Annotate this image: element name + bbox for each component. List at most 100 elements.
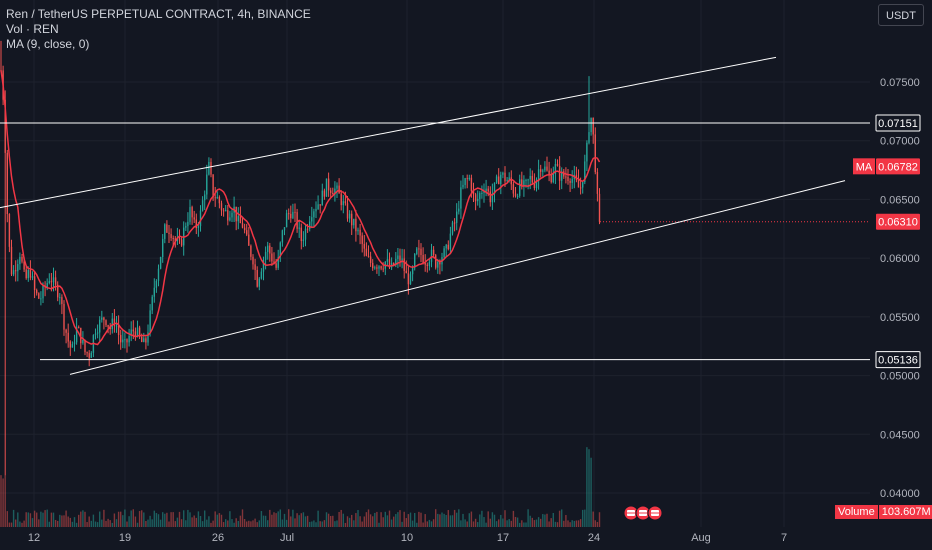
volume-bar xyxy=(388,510,391,527)
volume-bar xyxy=(561,509,563,527)
candle-body xyxy=(153,287,155,297)
price-axis[interactable]: 0.07500 0.07000 0.06500 0.06000 0.05500 0.050… xyxy=(870,0,932,550)
volume-bar xyxy=(193,515,195,527)
time-tick-label: 7 xyxy=(781,532,787,544)
volume-bar xyxy=(376,511,378,527)
volume-bar xyxy=(393,516,395,527)
candle-body xyxy=(283,227,286,231)
volume-bar xyxy=(86,522,88,527)
candle-body xyxy=(550,174,552,183)
candle-body xyxy=(435,255,437,268)
symbol-title[interactable]: Ren / TetherUS PERPETUAL CONTRACT, 4h, B… xyxy=(6,7,311,21)
price-tick-label: 0.05500 xyxy=(880,312,920,324)
volume-bar xyxy=(134,516,137,527)
candle-body xyxy=(540,169,542,172)
volume-bar xyxy=(281,519,284,527)
volume-bar xyxy=(378,522,380,527)
candle-body xyxy=(292,211,294,219)
candle-body xyxy=(346,203,349,219)
volume-bar xyxy=(346,516,349,527)
volume-bar xyxy=(319,521,321,527)
candle-body xyxy=(414,253,416,269)
volume-bar xyxy=(510,520,512,527)
candle-body xyxy=(443,248,445,258)
event-flag-icon[interactable] xyxy=(623,505,639,521)
volume-bar xyxy=(380,512,382,527)
ma-label-tag: MA xyxy=(856,161,873,173)
volume-bar xyxy=(519,522,521,527)
channel-upper-line[interactable] xyxy=(0,56,777,209)
volume-bar xyxy=(334,521,336,527)
event-flag-icon[interactable] xyxy=(635,505,651,521)
candle-body xyxy=(388,259,391,268)
candle-body xyxy=(105,320,107,326)
volume-bar xyxy=(241,509,244,527)
price-axis-bg xyxy=(870,0,932,550)
candle-body xyxy=(596,172,599,194)
volume-bar xyxy=(229,511,231,527)
volume-bar xyxy=(325,512,328,527)
volume-bar xyxy=(92,514,95,527)
volume-bar xyxy=(15,519,17,527)
channel-lower-line[interactable] xyxy=(69,180,846,375)
volume-bar xyxy=(458,509,460,527)
candle-body xyxy=(542,170,544,172)
candle-body xyxy=(46,283,48,288)
ma-indicator-label[interactable]: MA (9, close, 0) xyxy=(6,37,90,51)
candle-body xyxy=(204,194,206,201)
time-axis[interactable]: 12 19 26 Jul 10 17 24 Aug 7 xyxy=(0,527,870,550)
volume-bar xyxy=(164,513,166,527)
candle-body xyxy=(33,276,36,291)
volume-bar xyxy=(99,511,101,527)
volume-bar xyxy=(582,509,584,527)
event-flag-icon[interactable] xyxy=(647,505,663,521)
currency-button[interactable]: USDT xyxy=(878,4,924,26)
candle-body xyxy=(359,229,361,236)
candle-body xyxy=(353,218,355,226)
volume-bar xyxy=(422,522,424,527)
candle-body xyxy=(90,352,92,358)
candle-body xyxy=(191,207,193,218)
volume-bar xyxy=(439,514,441,527)
volume-bar xyxy=(65,510,67,527)
candle-body xyxy=(502,172,504,175)
volume-bar xyxy=(130,510,132,527)
candle-body xyxy=(594,134,596,173)
volume-bar xyxy=(29,513,32,527)
volume-bar xyxy=(128,516,130,527)
trend-drawings[interactable] xyxy=(0,56,870,375)
volume-bar xyxy=(57,520,59,527)
volume-bar xyxy=(365,512,368,527)
event-icons[interactable] xyxy=(623,505,663,521)
volume-bar xyxy=(54,519,57,527)
candle-body xyxy=(42,285,44,299)
candle-body xyxy=(317,204,319,209)
volume-bar xyxy=(283,513,286,527)
candle-body xyxy=(508,177,510,180)
candle-body xyxy=(330,190,332,193)
volume-bar xyxy=(586,447,588,527)
candle-body xyxy=(21,256,23,262)
candle-body xyxy=(113,318,116,326)
candle-body xyxy=(75,327,78,343)
candle-body xyxy=(405,270,407,274)
volume-bar xyxy=(540,518,542,527)
volume-indicator-label[interactable]: Vol · REN xyxy=(6,22,59,36)
candle-body xyxy=(393,262,395,266)
volume-bar xyxy=(516,517,519,527)
volume-bar xyxy=(216,514,218,527)
candle-body xyxy=(380,266,382,269)
volume-bar xyxy=(521,520,523,527)
candle-body xyxy=(82,340,84,344)
candle-body xyxy=(96,332,99,334)
candle-body xyxy=(117,325,120,336)
volume-bar xyxy=(527,509,529,527)
candle-body xyxy=(458,208,460,212)
candle-body xyxy=(464,178,466,185)
volume-bar xyxy=(498,519,500,527)
candle-body xyxy=(561,171,563,181)
volume-bar xyxy=(504,510,506,527)
candle-body xyxy=(208,161,210,175)
volume-bar xyxy=(355,513,357,527)
